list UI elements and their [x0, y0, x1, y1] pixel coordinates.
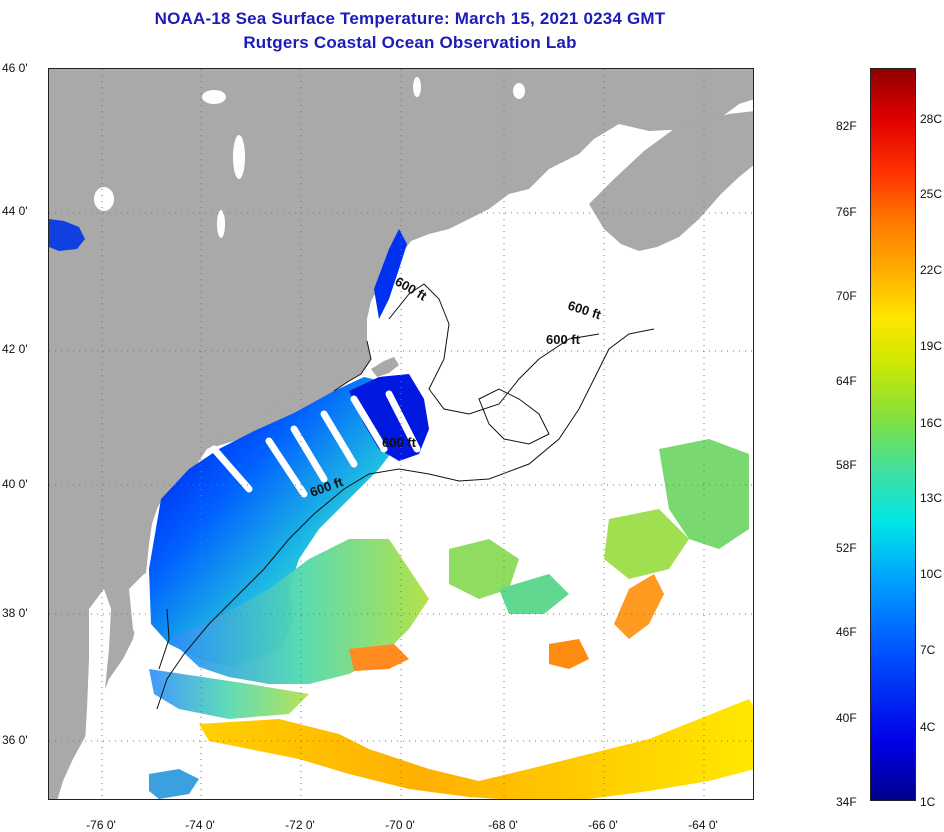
lat-label-36: 36 0' — [2, 733, 28, 747]
land-mainland — [49, 69, 753, 799]
colorbar-label-f: 46F — [836, 625, 857, 639]
temperature-colorbar — [870, 68, 916, 801]
sst-offshore-patch-2 — [499, 574, 569, 614]
map-title: NOAA-18 Sea Surface Temperature: March 1… — [154, 9, 666, 28]
lat-label-38: 38 0' — [2, 606, 28, 620]
lon-label-68: -68 0' — [488, 818, 518, 832]
lon-label-64: -64 0' — [688, 818, 718, 832]
colorbar-label-c: 10C — [920, 567, 943, 581]
lon-label-72: -72 0' — [285, 818, 315, 832]
land-layer — [49, 69, 753, 799]
map-subtitle: Rutgers Coastal Ocean Observation Lab — [243, 33, 577, 52]
lon-label-76: -76 0' — [86, 818, 116, 832]
sst-map-svg: 600 ft 600 ft 600 ft 600 ft 600 ft — [49, 69, 753, 799]
sst-offshore-patch — [449, 539, 519, 599]
colorbar-label-c: 1C — [920, 795, 936, 809]
sst-warm-east — [614, 574, 664, 639]
cloud-streak — [290, 425, 328, 483]
sst-warm-south — [549, 639, 589, 669]
cloud-streak — [350, 395, 388, 453]
lon-label-70: -70 0' — [385, 818, 415, 832]
sst-south-corner — [149, 769, 199, 799]
colorbar-label-f: 58F — [836, 458, 857, 472]
sst-east-patch-2 — [604, 509, 689, 579]
colorbar-label-f: 70F — [836, 289, 857, 303]
lake — [217, 210, 225, 238]
isobath-600ft-shelf — [156, 328, 655, 710]
lat-label-40: 40 0' — [2, 477, 28, 491]
gridlines — [49, 69, 753, 799]
cloud-streak — [210, 445, 253, 493]
lakes-layer — [94, 77, 525, 238]
land-cape-cod — [371, 357, 399, 377]
colorbar-label-f: 40F — [836, 711, 857, 725]
cloud-streak — [385, 390, 421, 453]
colorbar-label-c: 4C — [920, 720, 936, 734]
lake — [413, 77, 421, 97]
lat-label-44: 44 0' — [2, 204, 28, 218]
sst-south-band — [149, 669, 309, 719]
land-long-island — [209, 387, 339, 447]
isobath-label: 600 ft — [546, 332, 581, 347]
chesapeake-bay — [84, 589, 111, 789]
shelf-inner-line — [158, 608, 170, 670]
sst-gulf-stream-strip — [199, 699, 753, 799]
colorbar-label-f: 52F — [836, 541, 857, 555]
isobath-label: 600 ft — [566, 298, 604, 323]
isobath-600ft-gulf — [388, 283, 600, 415]
colorbar-label-c: 22C — [920, 263, 943, 277]
cloud-streaks — [210, 390, 421, 498]
lake — [233, 135, 245, 179]
isobath-label: 600 ft — [393, 274, 430, 304]
sst-lake-ontario — [49, 219, 85, 251]
colorbar-label-f: 82F — [836, 119, 857, 133]
colorbar-label-c: 25C — [920, 187, 943, 201]
colorbar-label-f: 76F — [836, 205, 857, 219]
colorbar-label-f: 64F — [836, 374, 857, 388]
sst-map: 600 ft 600 ft 600 ft 600 ft 600 ft — [48, 68, 754, 800]
lake — [94, 187, 114, 211]
isobaths — [156, 283, 655, 710]
sst-east-patch — [659, 439, 749, 549]
lat-label-42: 42 0' — [2, 342, 28, 356]
colorbar-label-c: 16C — [920, 416, 943, 430]
colorbar-label-c: 13C — [920, 491, 943, 505]
coastline-detail — [333, 340, 372, 392]
cloud-streak — [265, 437, 308, 498]
isobath-georges-bank — [478, 388, 550, 445]
lake — [202, 90, 226, 104]
lon-label-66: -66 0' — [588, 818, 618, 832]
cloud-streak — [320, 410, 358, 468]
colorbar-label-c: 19C — [920, 339, 943, 353]
sst-warm-center — [349, 644, 409, 671]
colorbar-label-f: 34F — [836, 795, 857, 809]
colorbar-label-c: 28C — [920, 112, 943, 126]
lat-label-46: 46 0' — [2, 61, 28, 75]
lake — [513, 83, 525, 99]
isobath-label: 600 ft — [382, 435, 417, 450]
sst-gulf-maine-edge — [374, 229, 407, 319]
lon-label-74: -74 0' — [185, 818, 215, 832]
colorbar-label-c: 7C — [920, 643, 936, 657]
land-nova-scotia — [589, 111, 753, 251]
